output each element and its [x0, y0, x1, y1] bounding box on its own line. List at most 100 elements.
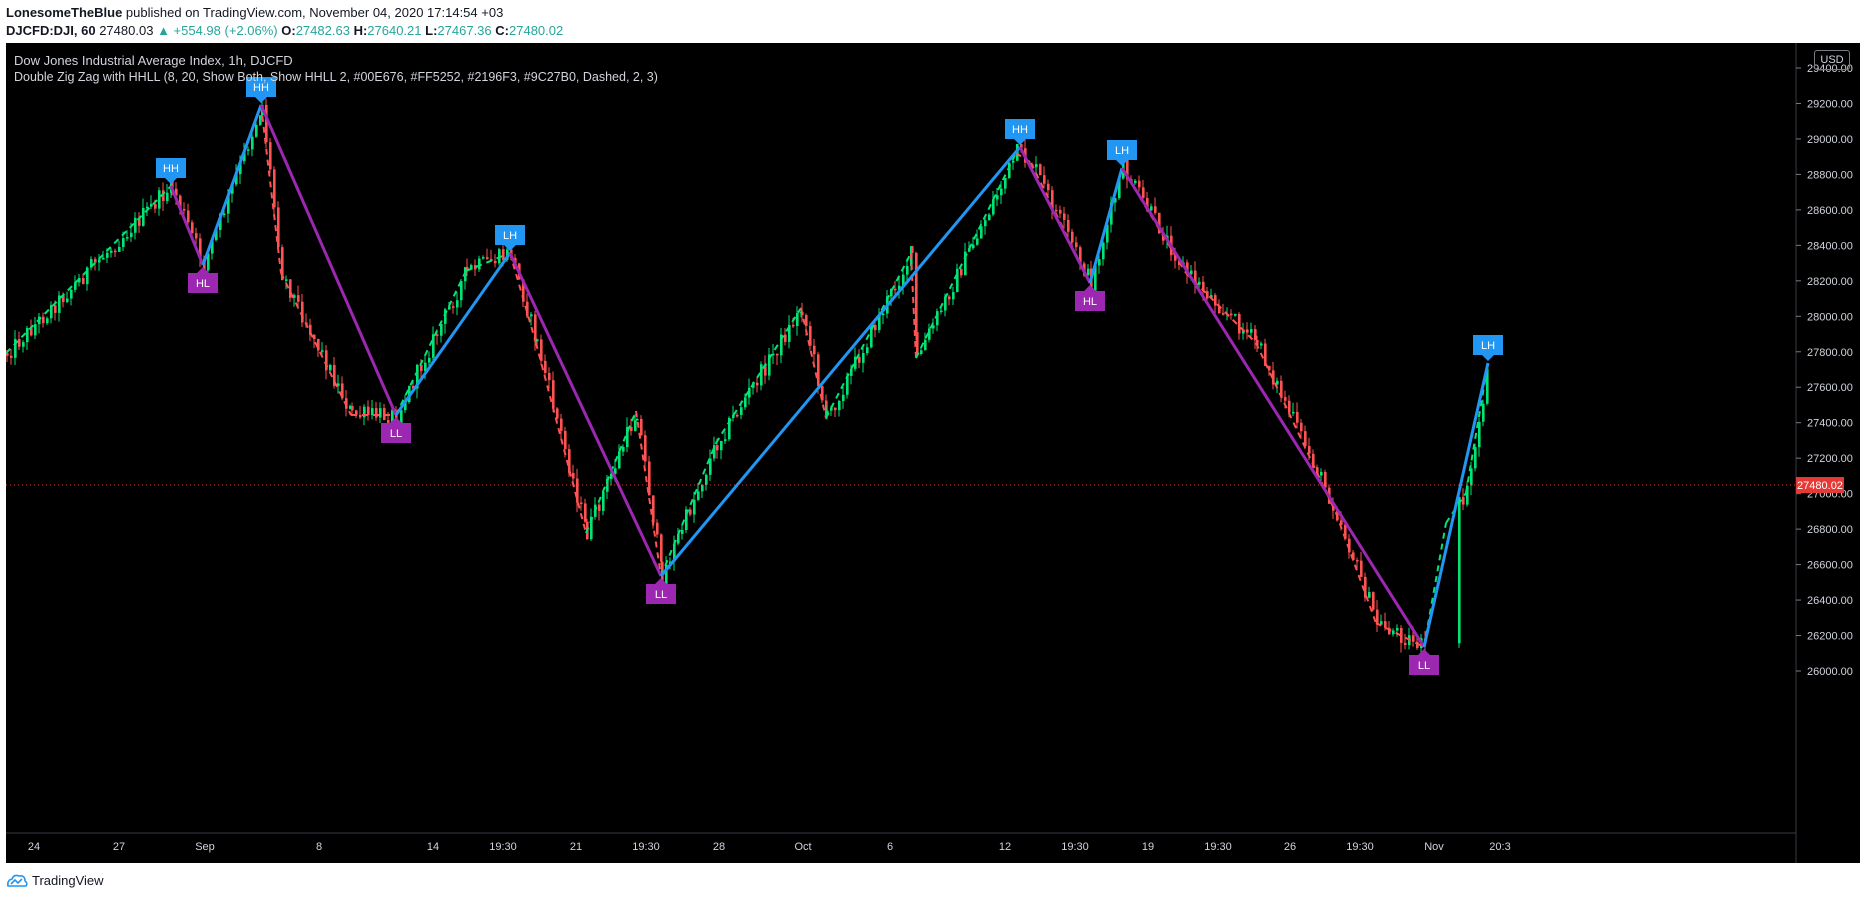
candle-body — [269, 142, 272, 170]
candle-body — [1356, 560, 1359, 562]
small-zigzag-segment — [915, 152, 1017, 359]
candle-body — [756, 382, 759, 386]
candle-body — [817, 354, 820, 386]
candle-body — [1470, 468, 1473, 486]
candle-body — [150, 203, 153, 207]
candle-body — [821, 385, 824, 401]
svg-text:HL: HL — [1083, 296, 1097, 308]
candle-body — [648, 461, 651, 496]
time-tick-label: 12 — [999, 841, 1011, 853]
candle-body — [42, 316, 45, 324]
candle-body — [809, 325, 812, 346]
candle-body — [760, 364, 763, 386]
zigzag-segment — [201, 104, 263, 266]
candle-body — [46, 318, 49, 324]
price-tick-label: 29200.00 — [1807, 98, 1853, 110]
candle-body — [1478, 421, 1481, 448]
candle-body — [1067, 219, 1070, 232]
zigzag-segment — [1088, 167, 1124, 284]
candle-body — [199, 238, 202, 259]
candle-body — [992, 199, 995, 215]
candle-body — [391, 410, 394, 424]
candle-body — [534, 314, 537, 342]
candle-body — [1312, 453, 1315, 468]
candle-body — [976, 238, 979, 245]
currency-button[interactable]: USD — [1814, 50, 1850, 70]
price-change: ▲ +554.98 (+2.06%) — [157, 23, 278, 38]
candle-body — [685, 509, 688, 530]
svg-text:LH: LH — [1481, 340, 1495, 352]
candle-body — [341, 383, 344, 399]
main-zigzag — [169, 104, 1490, 648]
candle-body — [474, 265, 477, 270]
candle-body — [988, 214, 991, 221]
candle-body — [134, 217, 137, 233]
candle-body — [482, 257, 485, 259]
author-name[interactable]: LonesomeTheBlue — [6, 5, 123, 20]
chart-pane[interactable]: 29400.00 29200.00 29000.00 28800.00 28600.00… — [6, 43, 1860, 863]
candle-body — [1150, 206, 1153, 211]
candle-body — [932, 325, 935, 329]
price-chart[interactable]: 29400.0029200.0029000.0028800.0028600.00… — [6, 43, 1860, 863]
svg-text:LH: LH — [503, 230, 517, 242]
candle-body — [1138, 180, 1141, 188]
candle-body — [622, 446, 625, 452]
candle-body — [1304, 431, 1307, 447]
candle-body — [796, 313, 799, 327]
time-tick-label: 6 — [887, 841, 893, 853]
candle-body — [54, 305, 57, 313]
indicator-legend[interactable]: Double Zig Zag with HHLL (8, 20, Show Bo… — [14, 70, 658, 84]
candle-body — [313, 334, 316, 339]
candle-body — [768, 354, 771, 376]
candle-body — [460, 281, 463, 301]
candle-body — [478, 258, 481, 270]
candle-body — [1404, 642, 1407, 645]
price-tick-label: 28600.00 — [1807, 205, 1853, 217]
symbol-label: DJCFD:DJI, 60 — [6, 23, 96, 38]
time-axis[interactable]: 24 27 Sep 8 14 19:30 21 19:30 28 Oct 6 12 19:30 19 19:… — [28, 841, 1511, 853]
candle-body — [70, 289, 73, 299]
pivot-label-hh: HH — [156, 158, 186, 184]
candle-body — [713, 445, 716, 459]
svg-text:HH: HH — [163, 163, 179, 175]
candle-body — [906, 266, 909, 275]
candle-body — [309, 324, 312, 335]
candle-body — [333, 365, 336, 386]
tradingview-brand[interactable]: TradingView — [32, 873, 104, 888]
candle-body — [689, 509, 692, 515]
candle-body — [564, 430, 567, 450]
price-axis[interactable]: 29400.0029200.0029000.0028800.0028600.00… — [1796, 63, 1853, 678]
candle-body — [610, 474, 613, 479]
candle-body — [1388, 627, 1391, 635]
candle-body — [1288, 400, 1291, 413]
candle-body — [22, 342, 25, 347]
candle-body — [1348, 538, 1351, 553]
candle-body — [944, 296, 947, 311]
candle-body — [259, 115, 262, 125]
candle-body — [50, 305, 53, 319]
candle-body — [825, 400, 828, 416]
candle-body — [1222, 313, 1225, 315]
candle-body — [337, 383, 340, 386]
candle-body — [1210, 295, 1213, 299]
candle-body — [1202, 281, 1205, 292]
candle-body — [166, 192, 169, 201]
tradingview-logo-icon — [7, 874, 28, 887]
candle-body — [552, 380, 555, 409]
candle-body — [1214, 295, 1217, 306]
candle-body — [584, 503, 587, 522]
candle-body — [660, 534, 663, 562]
candle-body — [940, 310, 943, 313]
candle-body — [10, 355, 13, 358]
candle-body — [1260, 343, 1263, 346]
candle-body — [526, 301, 529, 317]
candle-body — [644, 435, 647, 462]
candle-body — [652, 495, 655, 523]
candle-body — [980, 226, 983, 239]
candle-body — [1250, 329, 1253, 333]
small-zigzag-segment — [1185, 272, 1257, 344]
candle-body — [968, 248, 971, 252]
candle-body — [1368, 592, 1371, 598]
candle-body — [444, 309, 447, 324]
zigzag-segment — [1018, 146, 1092, 284]
